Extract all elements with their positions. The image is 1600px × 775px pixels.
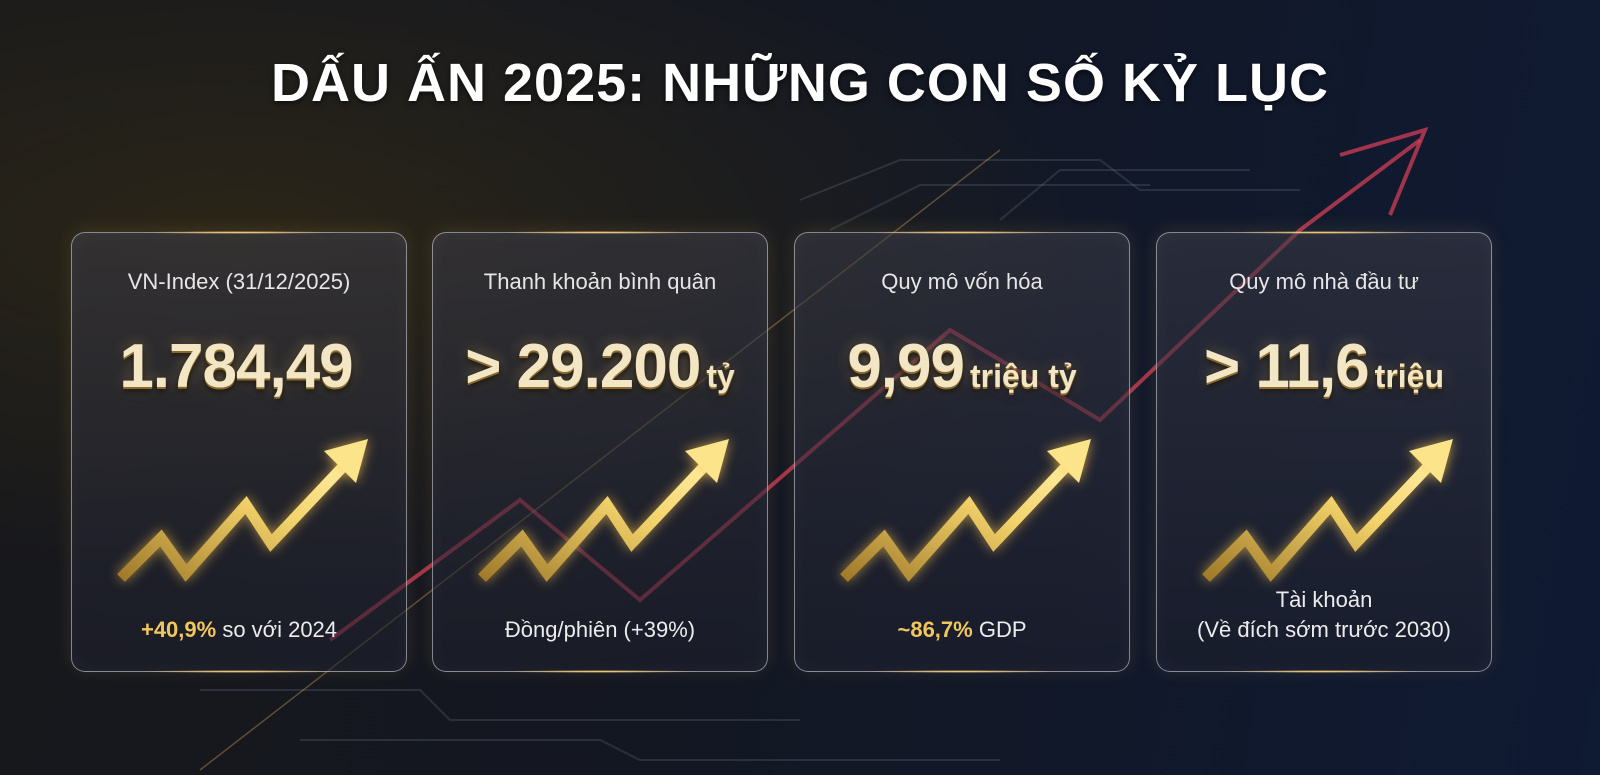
stat-note: Tài khoản (Về đích sớm trước 2030) <box>1157 585 1491 645</box>
stat-card: Quy mô nhà đầu tư > 11,6 triệu Tài khoản (… <box>1156 231 1492 673</box>
stat-unit: triệu tỷ <box>969 358 1077 394</box>
page-title: DẤU ẤN 2025: NHỮNG CON SỐ KỶ LỤC <box>271 53 1329 113</box>
gold-trend-up-arrow-icon <box>1202 439 1453 582</box>
stat-note-text: so với 2024 <box>216 617 338 642</box>
stat-card: Quy mô vốn hóa 9,99 triệu tỷ ~86,7% GDP <box>794 231 1130 673</box>
stat-value: 1.784,49 <box>72 331 406 402</box>
stat-highlight: ~86,7% <box>897 617 973 642</box>
stat-note-text: Tài khoản <box>1275 587 1373 612</box>
gold-trend-up-arrow-icon <box>840 439 1091 582</box>
stat-label: Quy mô vốn hóa <box>881 269 1043 294</box>
stat-label: VN-Index (31/12/2025) <box>127 269 351 294</box>
stat-number: 1.784,49 <box>119 332 353 401</box>
stat-unit: triệu <box>1374 358 1445 394</box>
stat-highlight: +40,9% <box>140 617 217 642</box>
stat-value: > 29.200 tỷ <box>433 331 767 402</box>
stat-note: Đồng/phiên (+39%) <box>433 615 767 645</box>
stat-number: 9,99 <box>847 332 965 401</box>
stat-card: VN-Index (31/12/2025) 1.784,49 +40,9% so… <box>71 231 407 673</box>
stat-label: Thanh khoản bình quân <box>483 269 717 294</box>
stat-number: > 29.200 <box>465 332 701 401</box>
stat-number: > 11,6 <box>1203 332 1370 401</box>
stat-note-text: Đồng/phiên (+39%) <box>504 617 696 642</box>
stat-note: ~86,7% GDP <box>795 615 1129 645</box>
stat-unit: tỷ <box>706 358 735 394</box>
stat-note: +40,9% so với 2024 <box>72 615 406 645</box>
stat-label: Quy mô nhà đầu tư <box>1229 269 1419 294</box>
gold-trend-up-arrow-icon <box>117 439 368 582</box>
stat-note-text: GDP <box>972 617 1027 642</box>
stat-card: Thanh khoản bình quân > 29.200 tỷ Đồng/ph… <box>432 231 768 673</box>
stat-note-line2: (Về đích sớm trước 2030) <box>1197 617 1451 642</box>
stat-value: 9,99 triệu tỷ <box>795 331 1129 402</box>
gold-trend-up-arrow-icon <box>478 439 729 582</box>
stat-value: > 11,6 triệu <box>1157 331 1491 402</box>
